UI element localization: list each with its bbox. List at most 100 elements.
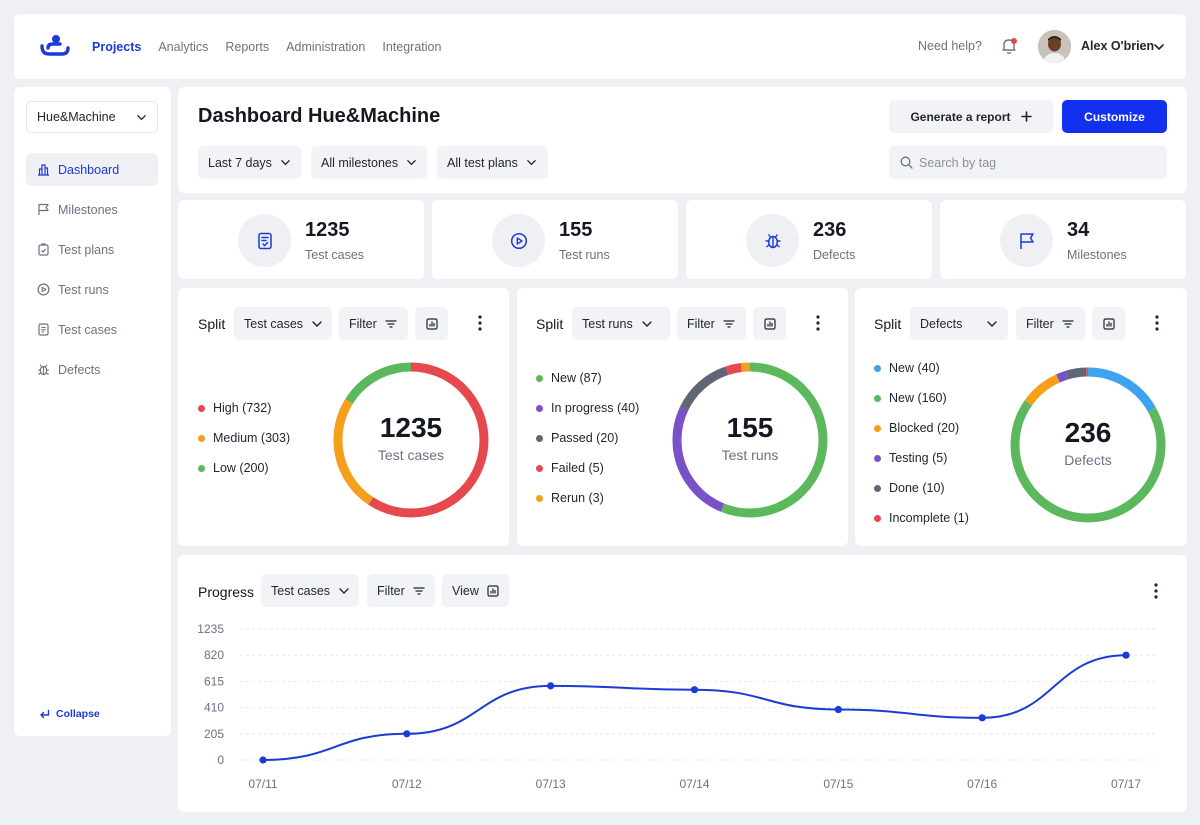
split-legend: New (87) In progress (40) Passed (20) Fa… [536, 363, 639, 513]
x-tick-label: 07/16 [967, 777, 997, 791]
data-point[interactable] [978, 714, 986, 722]
sidebar-item-test-cases[interactable]: Test cases [26, 313, 158, 346]
nav-integration[interactable]: Integration [382, 39, 442, 54]
chart-icon [425, 317, 438, 330]
legend-dot [874, 484, 881, 492]
more-icon[interactable] [1154, 583, 1158, 599]
legend-item: High (732) [198, 393, 290, 423]
filter-label: Filter [687, 316, 715, 331]
split-selector[interactable]: Defects [910, 307, 1008, 340]
document-list-icon [38, 323, 49, 336]
legend-dot [874, 364, 881, 372]
split-card-test-cases: Split Test cases Filter High (732) Mediu… [178, 288, 509, 546]
chart-view-button[interactable] [1092, 307, 1125, 340]
donut-label: Test runs [721, 447, 779, 463]
chevron-down-icon [642, 320, 652, 327]
stat-label: Test cases [305, 248, 365, 262]
progress-selector-value: Test cases [271, 583, 331, 598]
more-icon[interactable] [816, 315, 820, 331]
legend-item: Blocked (20) [874, 413, 969, 443]
split-label: Split [874, 316, 902, 332]
donut-slice[interactable] [672, 362, 828, 518]
date-range-dropdown[interactable]: Last 7 days [198, 146, 301, 179]
legend-dot [536, 464, 543, 472]
nav-analytics[interactable]: Analytics [158, 39, 209, 54]
donut-slice[interactable] [333, 362, 489, 518]
sidebar-item-defects[interactable]: Defects [26, 353, 158, 386]
test-plans-value: All test plans [447, 155, 518, 170]
generate-report-button[interactable]: Generate a report [889, 100, 1053, 133]
data-point[interactable] [547, 682, 555, 690]
sidebar-item-milestones[interactable]: Milestones [26, 193, 158, 226]
filter-button[interactable]: Filter [367, 574, 435, 607]
more-icon[interactable] [1155, 315, 1159, 331]
stat-card-defects[interactable]: 236 Defects [686, 200, 932, 279]
stat-card-test-runs[interactable]: 155 Test runs [432, 200, 678, 279]
data-point[interactable] [690, 686, 699, 694]
legend-label: High (732) [213, 401, 272, 415]
filter-button[interactable]: Filter [1016, 307, 1085, 340]
bug-icon [765, 233, 780, 248]
legend-item: New (160) [874, 383, 969, 413]
generate-report-label: Generate a report [910, 109, 1011, 124]
data-point[interactable] [1122, 651, 1130, 659]
donut-slice[interactable] [1010, 367, 1166, 523]
legend-label: Medium (303) [213, 431, 291, 445]
app-logo-icon[interactable] [40, 34, 70, 60]
play-circle-icon [510, 232, 527, 249]
nav-reports[interactable]: Reports [225, 39, 270, 54]
donut-center: 1235 Test cases [331, 412, 491, 463]
legend-dot [874, 424, 881, 432]
chart-view-button[interactable] [415, 307, 448, 340]
chart-view-button[interactable] [753, 307, 786, 340]
test-plans-dropdown[interactable]: All test plans [437, 146, 548, 179]
donut-value: 155 [726, 412, 774, 443]
bell-icon[interactable] [1000, 37, 1018, 55]
legend-dot [874, 514, 881, 522]
nav-projects[interactable]: Projects [92, 39, 142, 54]
split-selector-value: Test runs [582, 316, 633, 331]
view-button[interactable]: View [442, 574, 509, 607]
chevron-down-icon [407, 160, 416, 166]
y-tick-label: 0 [217, 753, 224, 767]
stat-card-milestones[interactable]: 34 Milestones [940, 200, 1186, 279]
chevron-down-icon[interactable] [1153, 41, 1165, 53]
search-input[interactable] [919, 146, 1159, 179]
project-select[interactable]: Hue&Machine [26, 101, 158, 133]
milestones-value: All milestones [321, 155, 399, 170]
user-name[interactable]: Alex O'brien [1081, 39, 1155, 53]
avatar[interactable] [1038, 30, 1071, 63]
more-icon[interactable] [478, 315, 482, 331]
y-tick-label: 615 [204, 674, 224, 688]
progress-selector[interactable]: Test cases [261, 574, 359, 607]
sidebar-item-dashboard[interactable]: Dashboard [26, 153, 158, 186]
stat-value: 1235 [305, 219, 350, 241]
sidebar-item-test-plans[interactable]: Test plans [26, 233, 158, 266]
filter-button[interactable]: Filter [339, 307, 408, 340]
collapse-button[interactable]: Collapse [39, 708, 100, 720]
legend-label: Passed (20) [551, 431, 619, 445]
donut-slice[interactable] [1010, 367, 1166, 523]
split-selector[interactable]: Test runs [572, 307, 670, 340]
split-selector[interactable]: Test cases [234, 307, 332, 340]
data-point[interactable] [834, 705, 842, 714]
filter-button[interactable]: Filter [677, 307, 746, 340]
chart-icon [763, 317, 776, 330]
x-tick-label: 07/14 [679, 777, 709, 791]
progress-label: Progress [198, 584, 255, 600]
donut-slice[interactable] [333, 362, 489, 518]
legend-dot [874, 454, 881, 462]
customize-button[interactable]: Customize [1062, 100, 1167, 133]
legend-label: Rerun (3) [551, 491, 604, 505]
help-link[interactable]: Need help? [918, 39, 982, 53]
donut-slice[interactable] [672, 362, 828, 518]
stat-card-test-cases[interactable]: 1235 Test cases [178, 200, 424, 279]
data-point[interactable] [259, 756, 267, 764]
data-point[interactable] [403, 730, 411, 738]
legend-dot [536, 494, 543, 502]
milestones-dropdown[interactable]: All milestones [311, 146, 427, 179]
legend-item: Failed (5) [536, 453, 639, 483]
nav-administration[interactable]: Administration [286, 39, 366, 54]
y-tick-label: 205 [204, 727, 224, 741]
sidebar-item-test-runs[interactable]: Test runs [26, 273, 158, 306]
